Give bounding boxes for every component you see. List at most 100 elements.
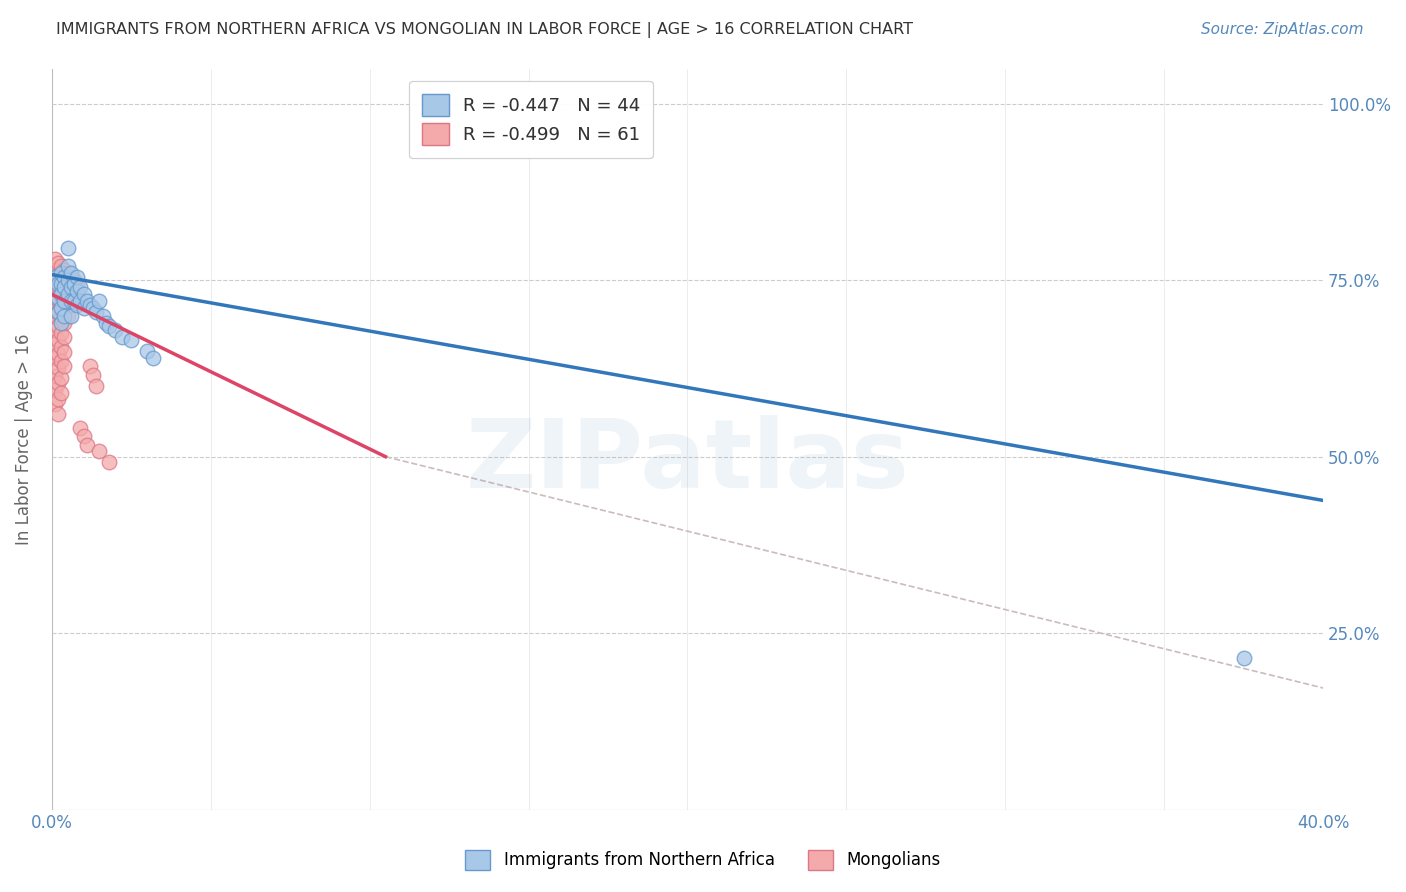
Point [46, 407, 69, 421]
Point [63, 289, 86, 303]
Point [53, 289, 76, 303]
Point [44, 273, 66, 287]
Point [44, 309, 66, 323]
Point [44, 383, 66, 397]
Point [53, 276, 76, 290]
Point [56, 266, 79, 280]
Point [59, 269, 82, 284]
Point [104, 323, 127, 337]
Point [44, 252, 66, 266]
Point [66, 294, 89, 309]
Point [136, 343, 159, 358]
Point [51, 287, 73, 301]
Point [46, 347, 69, 361]
Point [51, 259, 73, 273]
Point [51, 272, 73, 286]
Point [53, 316, 76, 330]
Point [72, 287, 94, 301]
Point [84, 379, 107, 393]
Text: IMMIGRANTS FROM NORTHERN AFRICA VS MONGOLIAN IN LABOR FORCE | AGE > 16 CORRELATI: IMMIGRANTS FROM NORTHERN AFRICA VS MONGO… [56, 22, 914, 38]
Point [84, 305, 107, 319]
Point [59, 280, 82, 294]
Point [46, 280, 69, 294]
Point [72, 301, 94, 316]
Point [53, 359, 76, 374]
Point [56, 280, 79, 294]
Point [56, 273, 79, 287]
Point [44, 368, 66, 383]
Point [53, 280, 76, 294]
Point [44, 262, 66, 277]
Point [46, 305, 69, 319]
Point [44, 397, 66, 411]
Point [51, 301, 73, 316]
Point [51, 284, 73, 298]
Point [82, 301, 104, 316]
Point [63, 294, 86, 309]
Point [46, 319, 69, 334]
Point [51, 326, 73, 341]
Legend: R = -0.447   N = 44, R = -0.499   N = 61: R = -0.447 N = 44, R = -0.499 N = 61 [409, 81, 652, 158]
Point [51, 316, 73, 330]
Point [51, 277, 73, 291]
Point [56, 259, 79, 273]
Point [44, 351, 66, 365]
Point [72, 428, 94, 442]
Point [97, 319, 120, 334]
Point [51, 340, 73, 354]
Point [46, 392, 69, 406]
Point [51, 370, 73, 384]
Point [46, 361, 69, 376]
Point [51, 311, 73, 326]
Legend: Immigrants from Northern Africa, Mongolians: Immigrants from Northern Africa, Mongoli… [458, 843, 948, 877]
Point [53, 269, 76, 284]
Point [46, 333, 69, 347]
Point [63, 277, 86, 291]
Point [94, 316, 117, 330]
Point [91, 309, 114, 323]
Point [44, 323, 66, 337]
Point [89, 444, 111, 458]
Point [82, 368, 104, 382]
Point [46, 291, 69, 305]
Point [69, 280, 91, 294]
Point [59, 284, 82, 298]
Point [56, 294, 79, 309]
Point [142, 351, 165, 365]
Point [44, 284, 66, 298]
Point [53, 345, 76, 359]
Point [1233, 650, 1256, 665]
Point [51, 354, 73, 368]
Point [56, 242, 79, 256]
Point [111, 329, 134, 343]
Point [44, 336, 66, 351]
Point [56, 287, 79, 301]
Point [46, 277, 69, 291]
Point [59, 266, 82, 280]
Point [76, 294, 98, 309]
Point [66, 278, 89, 293]
Point [53, 301, 76, 316]
Point [66, 269, 89, 284]
Point [53, 294, 76, 309]
Point [66, 298, 89, 312]
Point [76, 438, 98, 452]
Point [69, 421, 91, 435]
Point [63, 273, 86, 287]
Point [79, 298, 101, 312]
Point [120, 333, 142, 347]
Point [53, 262, 76, 277]
Point [44, 269, 66, 284]
Point [46, 376, 69, 390]
Point [46, 305, 69, 319]
Y-axis label: In Labor Force | Age > 16: In Labor Force | Age > 16 [15, 334, 32, 545]
Point [51, 266, 73, 280]
Point [97, 455, 120, 469]
Point [53, 309, 76, 323]
Point [89, 294, 111, 309]
Point [59, 294, 82, 309]
Point [66, 284, 89, 298]
Point [51, 298, 73, 312]
Text: ZIPatlas: ZIPatlas [465, 415, 910, 508]
Point [46, 293, 69, 307]
